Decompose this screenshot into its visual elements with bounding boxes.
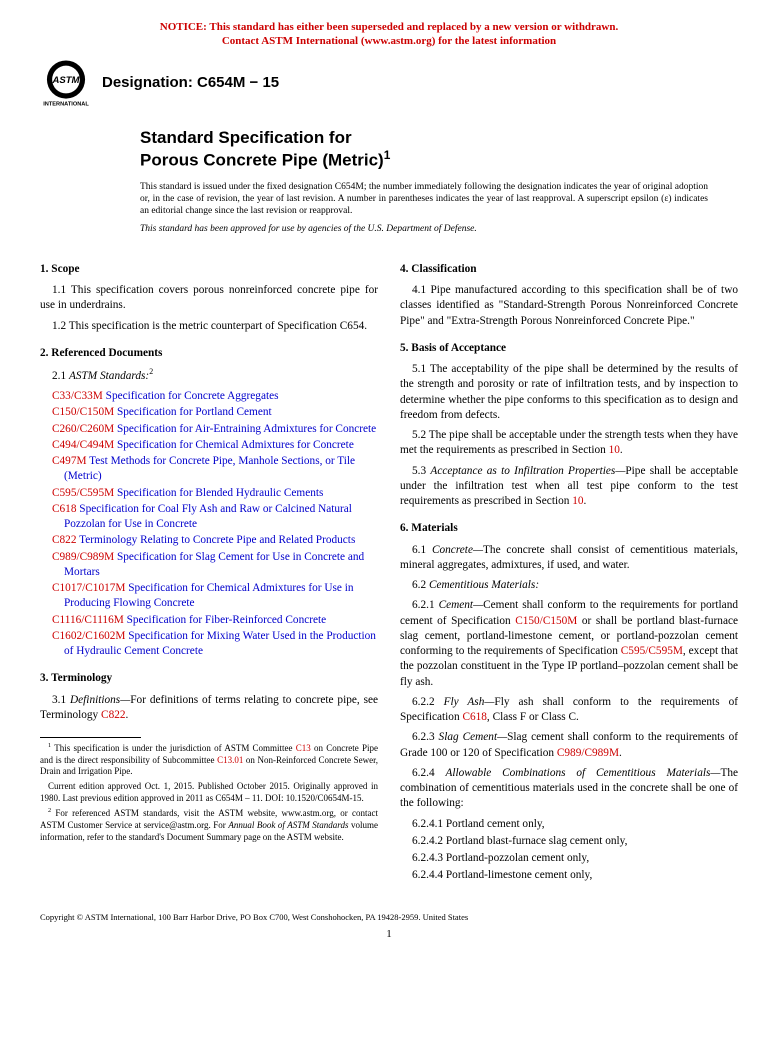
designation: Designation: C654M − 15 [102,74,279,91]
issuance-note: This standard is issued under the fixed … [140,181,708,218]
reference-code: C1602/C1602M [52,630,125,642]
body-columns: 1. Scope 1.1 This specification covers p… [40,250,738,886]
left-column: 1. Scope 1.1 This specification covers p… [40,250,378,886]
reference-code: C989/C989M [52,551,114,563]
term-heading: 3. Terminology [40,671,378,686]
reference-item[interactable]: C595/C595M Specification for Blended Hyd… [40,486,378,501]
footnote-1b: Current edition approved Oct. 1, 2015. P… [40,781,378,804]
reference-title: Specification for Concrete Aggregates [103,390,279,402]
scope-p2: 1.2 This specification is the metric cou… [40,319,378,334]
document-page: NOTICE: This standard has either been su… [0,0,778,970]
mat-621: 6.2.1 Cement—Cement shall conform to the… [400,598,738,690]
basis-heading: 5. Basis of Acceptance [400,341,738,356]
mat-623: 6.2.3 Slag Cement—Slag cement shall conf… [400,730,738,761]
title-line1: Standard Specification for [140,127,738,148]
footnote-1: 1 This specification is under the jurisd… [40,742,378,778]
reference-title: Specification for Blended Hydraulic Ceme… [114,487,323,499]
reference-title: Terminology Relating to Concrete Pipe an… [76,534,355,546]
reference-title: Specification for Fiber-Reinforced Concr… [124,614,326,626]
right-column: 4. Classification 4.1 Pipe manufactured … [400,250,738,886]
notice-line2: Contact ASTM International (www.astm.org… [222,35,556,47]
reference-item[interactable]: C494/C494M Specification for Chemical Ad… [40,438,378,453]
reference-item[interactable]: C618 Specification for Coal Fly Ash and … [40,502,378,533]
notice-banner: NOTICE: This standard has either been su… [40,20,738,49]
reference-code: C1116/C1116M [52,614,124,626]
reference-code: C618 [52,503,76,515]
title-line2: Porous Concrete Pipe (Metric)1 [140,148,738,171]
combo-2: 6.2.4.2 Portland blast-furnace slag ceme… [400,834,738,849]
reference-code: C497M [52,455,87,467]
class-p1: 4.1 Pipe manufactured according to this … [400,283,738,329]
refs-heading: 2. Referenced Documents [40,346,378,361]
reference-title: Specification for Chemical Admixtures fo… [114,439,354,451]
link-c13[interactable]: C13 [296,743,311,753]
mat-62: 6.2 Cementitious Materials: [400,578,738,593]
dod-note: This standard has been approved for use … [140,224,708,234]
link-c595[interactable]: C595/C595M [621,645,683,657]
reference-title: Specification for Portland Cement [114,406,272,418]
reference-item[interactable]: C497M Test Methods for Concrete Pipe, Ma… [40,454,378,485]
scope-p1: 1.1 This specification covers porous non… [40,283,378,314]
mat-624: 6.2.4 Allowable Combinations of Cementit… [400,766,738,812]
svg-text:INTERNATIONAL: INTERNATIONAL [43,101,89,107]
astm-logo: ASTM INTERNATIONAL [40,57,92,109]
reference-item[interactable]: C33/C33M Specification for Concrete Aggr… [40,389,378,404]
reference-title: Test Methods for Concrete Pipe, Manhole … [64,455,355,482]
scope-heading: 1. Scope [40,262,378,277]
basis-p3: 5.3 Acceptance as to Infiltration Proper… [400,464,738,510]
reference-item[interactable]: C1116/C1116M Specification for Fiber-Rei… [40,613,378,628]
link-c1301[interactable]: C13.01 [217,755,243,765]
reference-item[interactable]: C260/C260M Specification for Air-Entrain… [40,422,378,437]
page-number: 1 [40,928,738,940]
reference-list: C33/C33M Specification for Concrete Aggr… [40,389,378,659]
header-row: ASTM INTERNATIONAL Designation: C654M − … [40,57,738,109]
notice-line1: NOTICE: This standard has either been su… [160,21,619,33]
reference-code: C150/C150M [52,406,114,418]
reference-title: Specification for Air-Entraining Admixtu… [114,423,376,435]
combo-4: 6.2.4.4 Portland-limestone cement only, [400,868,738,883]
copyright: Copyright © ASTM International, 100 Barr… [40,912,738,922]
reference-item[interactable]: C150/C150M Specification for Portland Ce… [40,405,378,420]
reference-item[interactable]: C1017/C1017M Specification for Chemical … [40,581,378,612]
term-p1: 3.1 Definitions—For definitions of terms… [40,693,378,724]
reference-code: C260/C260M [52,423,114,435]
svg-text:ASTM: ASTM [52,75,81,86]
mat-622: 6.2.2 Fly Ash—Fly ash shall conform to t… [400,695,738,726]
footnote-2: 2 For referenced ASTM standards, visit t… [40,807,378,843]
link-c822[interactable]: C822 [101,709,125,721]
refs-lead: 2.1 ASTM Standards:2 [40,367,378,384]
reference-title: Specification for Coal Fly Ash and Raw o… [64,503,352,530]
reference-item[interactable]: C822 Terminology Relating to Concrete Pi… [40,533,378,548]
link-c150[interactable]: C150/C150M [515,615,577,627]
class-heading: 4. Classification [400,262,738,277]
reference-code: C33/C33M [52,390,103,402]
reference-code: C1017/C1017M [52,582,125,594]
reference-code: C595/C595M [52,487,114,499]
link-sec10b[interactable]: 10 [572,495,583,507]
link-c989[interactable]: C989/C989M [557,747,619,759]
link-sec10a[interactable]: 10 [609,444,620,456]
reference-item[interactable]: C989/C989M Specification for Slag Cement… [40,550,378,581]
reference-code: C822 [52,534,76,546]
title-block: Standard Specification for Porous Concre… [140,127,738,171]
basis-p2: 5.2 The pipe shall be acceptable under t… [400,428,738,459]
mat-61: 6.1 Concrete—The concrete shall consist … [400,543,738,574]
reference-item[interactable]: C1602/C1602M Specification for Mixing Wa… [40,629,378,660]
reference-code: C494/C494M [52,439,114,451]
materials-heading: 6. Materials [400,521,738,536]
combo-1: 6.2.4.1 Portland cement only, [400,817,738,832]
link-c618[interactable]: C618 [462,711,486,723]
basis-p1: 5.1 The acceptability of the pipe shall … [400,362,738,423]
combo-3: 6.2.4.3 Portland-pozzolan cement only, [400,851,738,866]
